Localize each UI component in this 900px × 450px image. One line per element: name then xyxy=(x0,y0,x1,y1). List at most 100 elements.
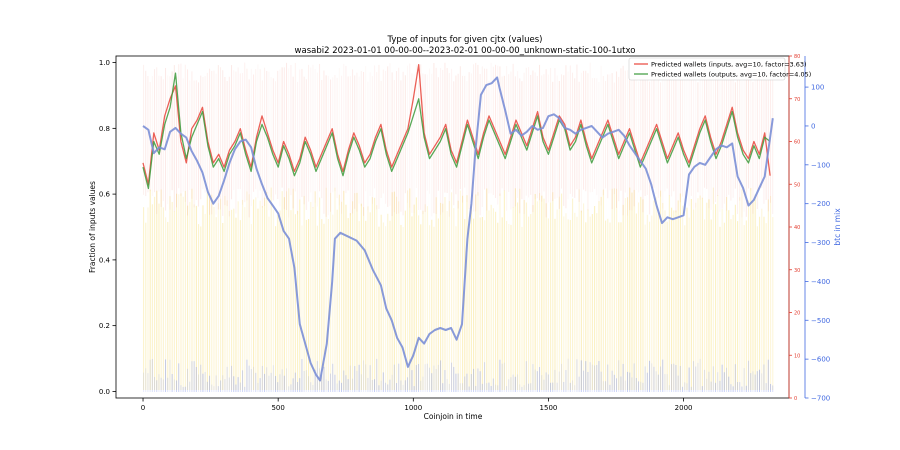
fresh-band-bar xyxy=(552,382,554,392)
fresh-band-bar xyxy=(200,364,202,392)
remix-band-bar xyxy=(374,65,376,189)
fresh-band-bar xyxy=(393,364,395,392)
inputs-band-bar xyxy=(519,188,521,390)
remix-band-bar xyxy=(726,73,728,211)
fresh-band-bar xyxy=(297,381,299,392)
inputs-band-bar xyxy=(365,220,367,390)
fresh-band-bar xyxy=(748,360,750,392)
remix-band-bar xyxy=(682,72,684,197)
inputs-band-bar xyxy=(431,219,433,390)
remix-band-bar xyxy=(283,67,285,210)
inputs-band-bar xyxy=(235,217,237,390)
inputs-band-bar xyxy=(750,187,752,390)
remix-band-bar xyxy=(730,64,732,201)
remix-band-bar xyxy=(178,64,180,189)
remix-band-bar xyxy=(673,73,675,192)
inputs-band-bar xyxy=(545,203,547,390)
fresh-band-bar xyxy=(448,383,450,392)
inputs-band-bar xyxy=(415,197,417,390)
remix-band-bar xyxy=(767,73,769,212)
fresh-band-bar xyxy=(286,368,288,392)
inputs-band-bar xyxy=(266,191,268,390)
fresh-band-bar xyxy=(338,380,340,392)
inputs-band-bar xyxy=(508,224,510,390)
fresh-band-bar xyxy=(547,374,549,392)
fresh-band-bar xyxy=(554,369,556,392)
remix-band-bar xyxy=(429,68,431,194)
fresh-band-bar xyxy=(220,380,222,392)
remix-band-bar xyxy=(253,74,255,192)
fresh-band-bar xyxy=(701,386,703,392)
inputs-band-bar xyxy=(649,221,651,390)
fresh-band-bar xyxy=(600,371,602,392)
remix-band-bar xyxy=(539,64,541,201)
inputs-band-bar xyxy=(378,226,380,390)
fresh-band-bar xyxy=(391,374,393,392)
fresh-band-bar xyxy=(253,366,255,392)
remix-band-bar xyxy=(371,76,373,204)
fresh-band-bar xyxy=(699,358,701,392)
remix-band-bar xyxy=(321,80,323,199)
inputs-band-bar xyxy=(492,208,494,390)
fresh-band-bar xyxy=(404,380,406,392)
y3-tick-label: −600 xyxy=(811,356,830,364)
fresh-band-bar xyxy=(528,383,530,392)
inputs-band-bar xyxy=(407,190,409,390)
fresh-band-bar xyxy=(169,359,171,392)
remix-band-bar xyxy=(312,64,314,209)
inputs-band-bar xyxy=(693,209,695,390)
inputs-band-bar xyxy=(567,219,569,390)
inputs-band-bar xyxy=(473,218,475,390)
fresh-band-bar xyxy=(481,383,483,392)
inputs-band-bar xyxy=(569,219,571,390)
fresh-band-bar xyxy=(266,367,268,392)
fresh-band-bar xyxy=(503,362,505,392)
inputs-band-bar xyxy=(479,217,481,390)
inputs-band-bar xyxy=(664,210,666,390)
remix-band-bar xyxy=(532,70,534,213)
inputs-band-bar xyxy=(149,189,151,390)
legend-label-inputs: Predicted wallets (inputs, avg=10, facto… xyxy=(651,61,807,69)
inputs-band-bar xyxy=(173,211,175,390)
inputs-band-bar xyxy=(644,224,646,390)
remix-band-bar xyxy=(594,78,596,189)
remix-band-bar xyxy=(437,77,439,191)
remix-band-bar xyxy=(220,67,222,210)
inputs-band-bar xyxy=(209,196,211,390)
fresh-band-bar xyxy=(312,384,314,392)
fresh-band-bar xyxy=(475,385,477,392)
y2-tick-label: 60 xyxy=(794,140,800,146)
fresh-band-bar xyxy=(737,382,739,392)
fresh-band-bar xyxy=(371,379,373,392)
fresh-band-bar xyxy=(490,385,492,392)
remix-band-bar xyxy=(334,74,336,192)
fresh-band-bar xyxy=(638,381,640,392)
remix-band-bar xyxy=(209,68,211,215)
inputs-band-bar xyxy=(279,210,281,390)
y3-axis-label: btc in mix xyxy=(833,208,842,246)
fresh-band-bar xyxy=(497,385,499,392)
remix-band-bar xyxy=(503,75,505,191)
inputs-band-bar xyxy=(541,195,543,390)
legend-box xyxy=(628,57,786,81)
inputs-band-bar xyxy=(726,197,728,390)
inputs-band-bar xyxy=(547,218,549,390)
fresh-band-bar xyxy=(182,386,184,392)
remix-band-bar xyxy=(299,69,301,200)
inputs-band-bar xyxy=(470,203,472,390)
fresh-band-bar xyxy=(149,359,151,392)
inputs-band-bar xyxy=(393,191,395,390)
remix-band-bar xyxy=(739,65,741,201)
fresh-band-bar xyxy=(508,379,510,392)
y3-tick-label: 0 xyxy=(811,122,815,130)
inputs-band-bar xyxy=(332,214,334,390)
remix-band-bar xyxy=(319,63,321,192)
remix-band-bar xyxy=(336,77,338,199)
fresh-band-bar xyxy=(433,365,435,392)
fresh-band-bar xyxy=(649,360,651,392)
fresh-band-bar xyxy=(765,383,767,392)
remix-band-bar xyxy=(248,79,250,218)
fresh-band-bar xyxy=(629,372,631,392)
remix-band-bar xyxy=(671,65,673,197)
remix-band-bar xyxy=(512,63,514,208)
